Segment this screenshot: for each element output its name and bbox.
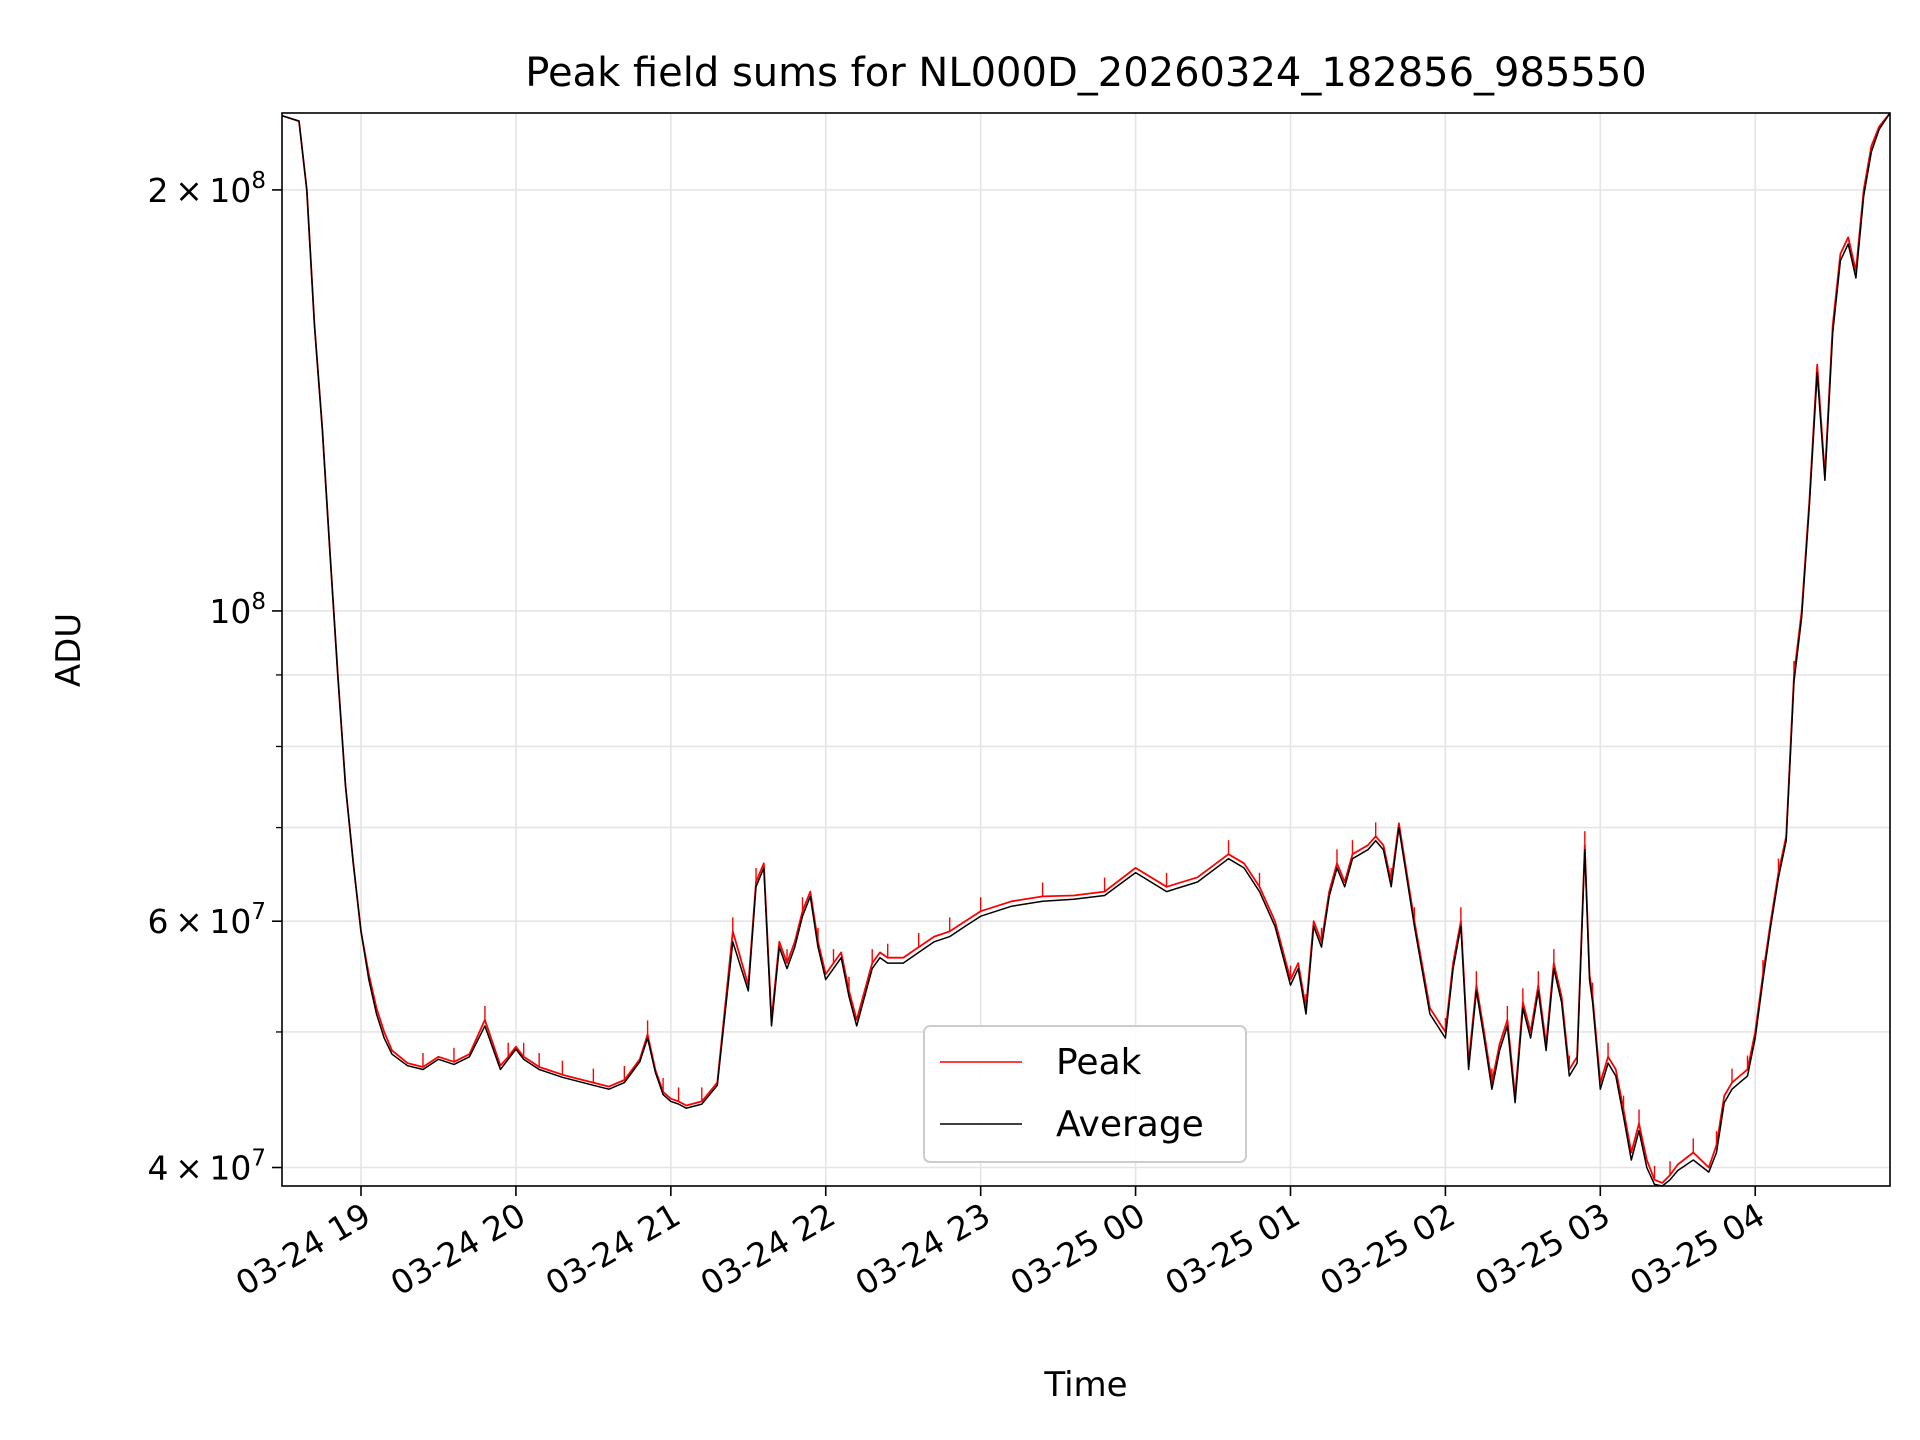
series-line-peak: [281, 112, 1891, 1184]
legend-peak-label: Peak: [1056, 1042, 1142, 1083]
y-tick-label-3: 2 × 108: [148, 168, 266, 210]
x-axis-label: Time: [1043, 1365, 1127, 1405]
legend-box: [923, 1025, 1247, 1163]
axes-frame: [281, 112, 1891, 1187]
series-layer: [281, 112, 1891, 1187]
chart-title: Peak field sums for NL000D_20260324_1828…: [525, 50, 1646, 96]
y-tick-label-1: 6 × 107: [148, 899, 266, 941]
y-tick-label-2: 108: [209, 589, 266, 631]
y-axis-label: ADU: [49, 613, 89, 687]
legend-average-label: Average: [1056, 1104, 1204, 1145]
legend: Peak Average: [923, 1025, 1247, 1163]
series-line-average: [281, 112, 1891, 1187]
y-tick-label-0: 4 × 107: [148, 1145, 266, 1187]
